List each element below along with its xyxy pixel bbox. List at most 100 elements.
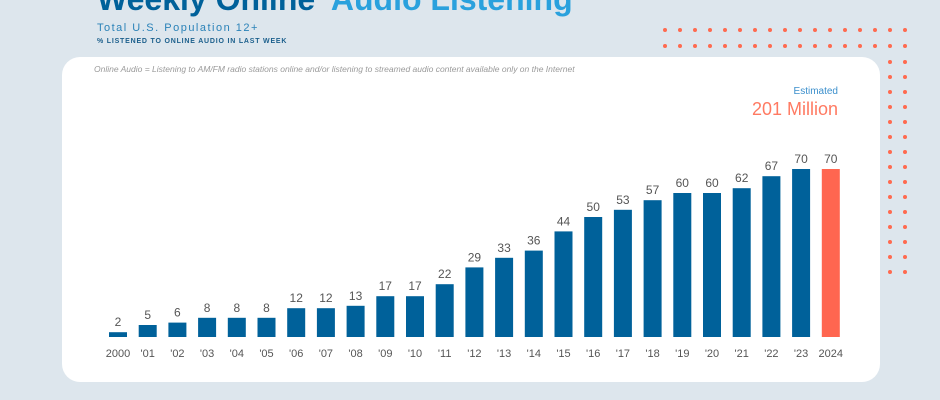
dot (858, 28, 862, 32)
bar (703, 193, 721, 337)
dot (723, 44, 727, 48)
x-tick-label: '13 (497, 348, 511, 360)
dot (888, 210, 892, 214)
dot (888, 270, 892, 274)
value-label: 53 (616, 193, 630, 207)
x-tick-label: 2024 (819, 348, 843, 360)
bar (109, 332, 127, 337)
dot (903, 105, 907, 109)
x-tick-label: '14 (527, 348, 541, 360)
x-tick-label: '03 (200, 348, 214, 360)
x-tick-label: '09 (378, 348, 392, 360)
dot (798, 28, 802, 32)
dot (888, 165, 892, 169)
x-tick-label: '18 (645, 348, 659, 360)
dot (768, 28, 772, 32)
dot (903, 28, 907, 32)
dot (753, 44, 757, 48)
title-light: Audio Listening (331, 0, 573, 17)
dot (903, 90, 907, 94)
value-label: 57 (646, 183, 660, 197)
x-tick-label: '02 (170, 348, 184, 360)
dot (783, 44, 787, 48)
dot (903, 75, 907, 79)
dot (903, 165, 907, 169)
value-label: 5 (144, 308, 151, 322)
dot (843, 44, 847, 48)
dot (708, 28, 712, 32)
bar (495, 257, 514, 337)
dot (903, 60, 907, 64)
dot (903, 150, 907, 154)
x-tick-label: '20 (705, 348, 719, 360)
x-tick-label: '12 (467, 348, 481, 360)
dot (738, 44, 742, 48)
dot (693, 28, 697, 32)
bar (762, 176, 781, 337)
dot (903, 210, 907, 214)
value-label: 22 (438, 267, 452, 281)
subtitle: Total U.S. Population 12+ (97, 22, 259, 34)
bar (406, 296, 424, 337)
dot (903, 135, 907, 139)
dot (903, 120, 907, 124)
dot (873, 28, 877, 32)
dot (888, 44, 892, 48)
bar (227, 317, 246, 337)
bar (465, 267, 484, 337)
bar (673, 193, 692, 337)
dot (828, 44, 832, 48)
dot (888, 120, 892, 124)
x-tick-label: 2000 (106, 348, 130, 360)
chart-title: Weekly Online Audio Listening (97, 0, 573, 17)
x-tick-label: '23 (794, 348, 808, 360)
bar (554, 231, 573, 337)
dot (678, 28, 682, 32)
x-tick-label: '07 (319, 348, 333, 360)
value-label: 13 (349, 289, 363, 303)
bar (792, 169, 811, 337)
value-label: 8 (204, 301, 211, 315)
dot (888, 255, 892, 259)
dot (888, 225, 892, 229)
dot (843, 28, 847, 32)
value-label: 33 (497, 241, 511, 255)
bar (287, 308, 306, 337)
dot (663, 28, 667, 32)
value-label: 36 (527, 234, 541, 248)
dot (798, 44, 802, 48)
dot (723, 28, 727, 32)
dot (888, 28, 892, 32)
dot (903, 255, 907, 259)
x-tick-label: '08 (348, 348, 362, 360)
value-label: 29 (468, 250, 482, 264)
subtitle-caption: % LISTENED TO ONLINE AUDIO IN LAST WEEK (97, 38, 287, 45)
bar (257, 317, 276, 337)
dot (903, 225, 907, 229)
value-label: 17 (379, 279, 393, 293)
x-tick-label: '11 (438, 348, 452, 360)
dot (888, 135, 892, 139)
dot (768, 44, 772, 48)
x-tick-label: '16 (586, 348, 600, 360)
value-label: 2 (115, 315, 122, 329)
bar (316, 308, 335, 337)
value-label: 17 (408, 279, 422, 293)
dot (903, 270, 907, 274)
value-label: 12 (319, 291, 333, 305)
x-tick-label: '22 (764, 348, 778, 360)
dot (903, 44, 907, 48)
dot (888, 180, 892, 184)
dot (813, 44, 817, 48)
note: Online Audio = Listening to AM/FM radio … (94, 64, 575, 74)
x-tick-label: '05 (259, 348, 273, 360)
dot (738, 28, 742, 32)
dot (828, 28, 832, 32)
estimate-label: Estimated (794, 86, 838, 97)
dot (693, 44, 697, 48)
x-tick-label: '15 (556, 348, 570, 360)
dot (858, 44, 862, 48)
value-label: 6 (174, 306, 181, 320)
bar (376, 296, 395, 337)
